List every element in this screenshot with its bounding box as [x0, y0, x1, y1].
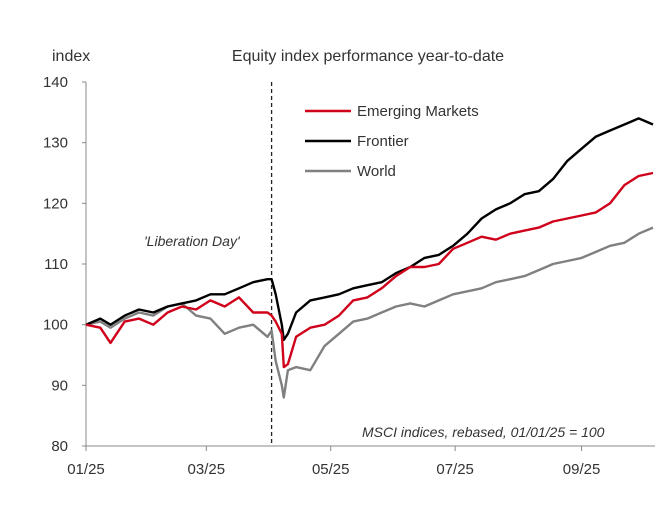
x-axis-ticks: 01/25 03/25 05/25 07/25 09/25	[67, 446, 600, 478]
x-tick-label: 03/25	[188, 461, 226, 478]
y-tick-label: 130	[43, 135, 68, 152]
y-tick-label: 100	[43, 317, 68, 334]
y-axis-label: index	[52, 48, 90, 65]
legend-label-frontier: Frontier	[357, 133, 409, 150]
legend-label-world: World	[357, 163, 396, 180]
x-tick-label: 09/25	[563, 461, 601, 478]
y-tick-label: 140	[43, 74, 68, 91]
source-note: MSCI indices, rebased, 01/01/25 = 100	[362, 424, 605, 440]
series-line-world	[85, 226, 654, 399]
legend-label-emerging-markets: Emerging Markets	[357, 103, 479, 120]
series-line-emerging-markets	[85, 171, 654, 369]
series-line-frontier	[85, 117, 654, 341]
y-tick-label: 90	[51, 377, 68, 394]
chart-title: Equity index performance year-to-date	[232, 48, 504, 65]
y-axis-ticks: 80 90 100 110 120 130 140	[43, 74, 86, 455]
x-tick-label: 07/25	[436, 461, 474, 478]
y-tick-label: 110	[44, 256, 68, 273]
series-lines	[85, 117, 654, 399]
y-tick-label: 120	[43, 195, 68, 212]
legend: Emerging Markets Frontier World	[305, 103, 479, 180]
y-tick-label: 80	[51, 438, 68, 455]
x-tick-label: 01/25	[67, 461, 105, 478]
x-tick-label: 05/25	[312, 461, 350, 478]
liberation-day-annotation: 'Liberation Day'	[144, 233, 241, 249]
